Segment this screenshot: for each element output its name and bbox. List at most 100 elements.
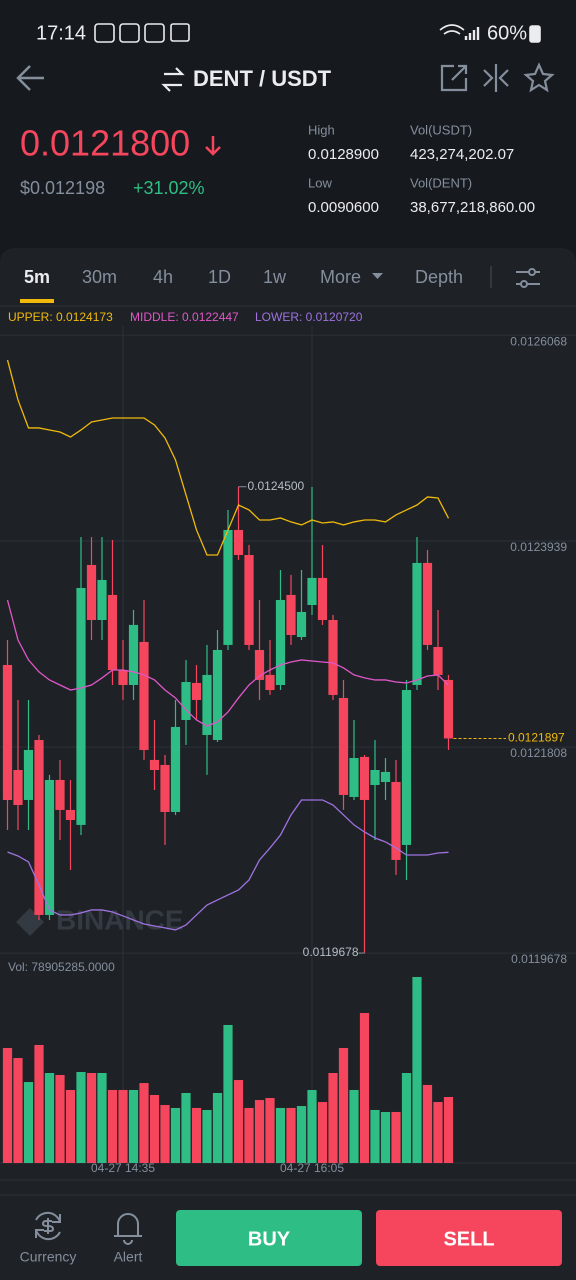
pair-title: DENT / USDT	[193, 66, 332, 91]
candle-body	[65, 809, 76, 820]
volume-bar	[370, 1109, 380, 1163]
volume-label: Vol: 78905285.0000	[8, 960, 115, 974]
high-label: 0.0124500	[248, 479, 305, 493]
last-price: 0.0121800	[20, 123, 190, 164]
volume-bar	[338, 1047, 349, 1163]
back-button[interactable]	[16, 65, 44, 91]
dropdown-caret[interactable]	[372, 273, 383, 279]
timeframe-tab[interactable]: 30m	[82, 267, 117, 287]
candle-body	[244, 555, 254, 645]
candle-body	[212, 649, 223, 741]
volume-bar	[191, 1107, 202, 1163]
y-tick-label: 0.0126068	[510, 334, 567, 348]
volume-bar	[349, 1089, 359, 1163]
stat-value: 38,677,218,860.00	[410, 199, 535, 216]
volume-bar	[2, 1047, 13, 1163]
band-line	[6, 359, 450, 556]
candle-body	[443, 679, 454, 739]
stat-label: Vol(USDT)	[410, 122, 472, 137]
buy-label[interactable]: BUY	[248, 1228, 291, 1250]
indicator-legend: MIDDLE: 0.0122447	[130, 310, 239, 324]
stat-label: High	[308, 122, 335, 137]
sell-label[interactable]: SELL	[443, 1228, 494, 1250]
candle-body	[412, 562, 422, 685]
alert-icon[interactable]	[114, 1213, 142, 1245]
settings-icon[interactable]	[516, 268, 540, 288]
candle-body	[359, 756, 370, 800]
stat-label: Low	[308, 175, 332, 190]
candle-body	[380, 771, 391, 782]
candle-body	[223, 529, 233, 645]
timeframe-tab[interactable]: 4h	[153, 267, 173, 287]
status-icons	[94, 23, 541, 43]
timeframe-tab[interactable]: 5m	[24, 267, 50, 287]
volume-bar	[391, 1111, 401, 1163]
candle-body	[391, 781, 401, 860]
candle-body	[107, 594, 118, 670]
stat-value: 423,274,202.07	[410, 146, 514, 163]
candle-body	[433, 646, 443, 675]
candle-body	[275, 599, 286, 685]
volume-bar	[160, 1105, 170, 1163]
candle-body	[296, 611, 307, 638]
volume-bar	[44, 1073, 55, 1163]
candle-body	[370, 769, 380, 785]
timeframe-tab[interactable]: Depth	[415, 267, 463, 287]
candle-body	[170, 726, 181, 812]
indicator-legend: UPPER: 0.0124173	[8, 310, 113, 324]
candle-body	[13, 769, 23, 806]
candle-body	[286, 594, 296, 635]
volume-bar	[296, 1106, 307, 1163]
timeframe-tab[interactable]: More	[320, 267, 361, 287]
volume-bar	[401, 1073, 412, 1163]
tab-underline	[20, 299, 54, 303]
volume-bar	[422, 1084, 433, 1163]
nav-label[interactable]: Currency	[20, 1249, 77, 1265]
volume-bar	[307, 1089, 317, 1163]
y-tick-label: 0.0123939	[510, 540, 567, 554]
volume-bar	[359, 1013, 370, 1163]
band-line	[6, 599, 449, 727]
volume-bar	[128, 1089, 139, 1163]
volume-bar	[76, 1071, 86, 1163]
change-percent: +31.02%	[133, 178, 205, 198]
candle-body	[328, 619, 338, 695]
volume-bar	[202, 1109, 212, 1163]
candle-body	[317, 577, 328, 620]
swap-icon[interactable]	[161, 67, 185, 92]
candle-body	[23, 749, 34, 800]
volume-bar	[317, 1102, 328, 1163]
volume-bar	[34, 1044, 44, 1163]
fiat-price: $0.012198	[20, 178, 105, 198]
candle-body	[265, 674, 275, 691]
volume-bar	[23, 1082, 34, 1163]
nav-label[interactable]: Alert	[114, 1249, 143, 1265]
currency-icon[interactable]	[35, 1211, 61, 1241]
volume-bar	[86, 1073, 97, 1163]
buy-button[interactable]	[176, 1210, 362, 1266]
candle-body	[422, 562, 433, 645]
sell-button[interactable]	[376, 1210, 562, 1266]
battery-level: 60%	[487, 22, 527, 44]
volume-bar	[149, 1094, 160, 1163]
y-tick-label: 0.0121808	[510, 746, 567, 760]
volume-bar	[254, 1100, 265, 1163]
price-arrow	[205, 136, 221, 156]
candle-body	[118, 669, 128, 685]
candle-body	[160, 764, 170, 812]
y-tick-label: 0.0119678	[511, 952, 567, 966]
volume-bar	[433, 1102, 443, 1163]
volume-bar	[170, 1107, 181, 1163]
candle-body	[307, 577, 317, 606]
volume-bar	[65, 1089, 76, 1163]
x-tick-label: 04-27 14:35	[91, 1161, 155, 1175]
candle-body	[128, 624, 139, 685]
timeframe-tab[interactable]: 1D	[208, 267, 231, 287]
volume-bar	[286, 1107, 296, 1163]
volume-bar	[107, 1089, 118, 1163]
timeframe-tab[interactable]: 1w	[263, 267, 287, 287]
header-actions[interactable]	[440, 62, 555, 93]
volume-bar	[275, 1107, 286, 1163]
volume-bar	[265, 1098, 275, 1163]
